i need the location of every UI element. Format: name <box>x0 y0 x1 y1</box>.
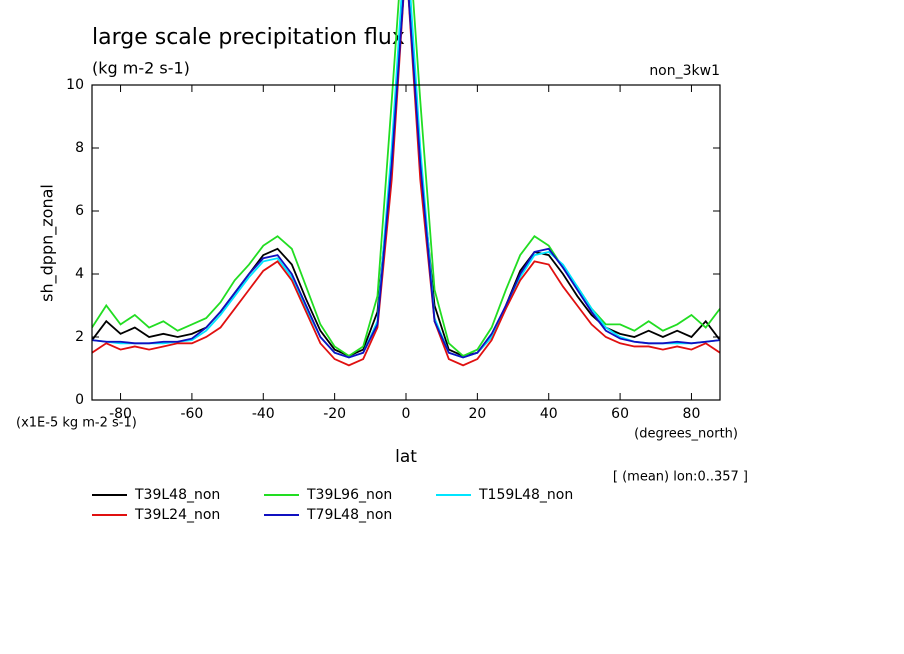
y-tick-label: 6 <box>75 203 84 219</box>
annotation: non_3kw1 <box>649 63 720 79</box>
y-tick-label: 0 <box>75 392 84 408</box>
y-units: (x1E-5 kg m-2 s-1) <box>16 416 137 431</box>
legend-label: T39L24_non <box>134 507 220 523</box>
footnote: [ (mean) lon:0..357 ] <box>613 470 748 485</box>
y-tick-label: 2 <box>75 329 84 345</box>
series-line <box>92 0 720 357</box>
chart-title: large scale precipitation flux <box>92 25 405 50</box>
x-tick-label: -20 <box>323 406 346 422</box>
y-tick-label: 4 <box>75 266 84 282</box>
series-line <box>92 0 720 367</box>
x-tick-label: 20 <box>468 406 486 422</box>
series-line <box>92 0 720 357</box>
plot-frame <box>91 84 721 401</box>
x-tick-label: 0 <box>402 406 411 422</box>
legend-label: T39L96_non <box>306 487 392 503</box>
x-tick-label: 80 <box>683 406 701 422</box>
legend-label: T79L48_non <box>306 507 392 523</box>
y-tick-label: 8 <box>75 140 84 156</box>
plot-lines <box>92 0 720 367</box>
x-tick-label: 40 <box>540 406 558 422</box>
x-tick-label: -60 <box>180 406 203 422</box>
legend-label: T39L48_non <box>134 487 220 503</box>
y-tick-label: 10 <box>66 77 84 93</box>
legend-label: T159L48_non <box>478 487 573 503</box>
x-axis-label: lat <box>395 447 417 467</box>
series-line <box>92 0 720 359</box>
x-units: (degrees_north) <box>634 427 738 442</box>
x-tick-label: -80 <box>109 406 132 422</box>
x-tick-label: 60 <box>611 406 629 422</box>
y-axis-label: sh_dppn_zonal <box>38 184 58 302</box>
series-line <box>92 0 720 359</box>
x-tick-label: -40 <box>252 406 275 422</box>
chart-subtitle: (kg m-2 s-1) <box>92 59 190 78</box>
